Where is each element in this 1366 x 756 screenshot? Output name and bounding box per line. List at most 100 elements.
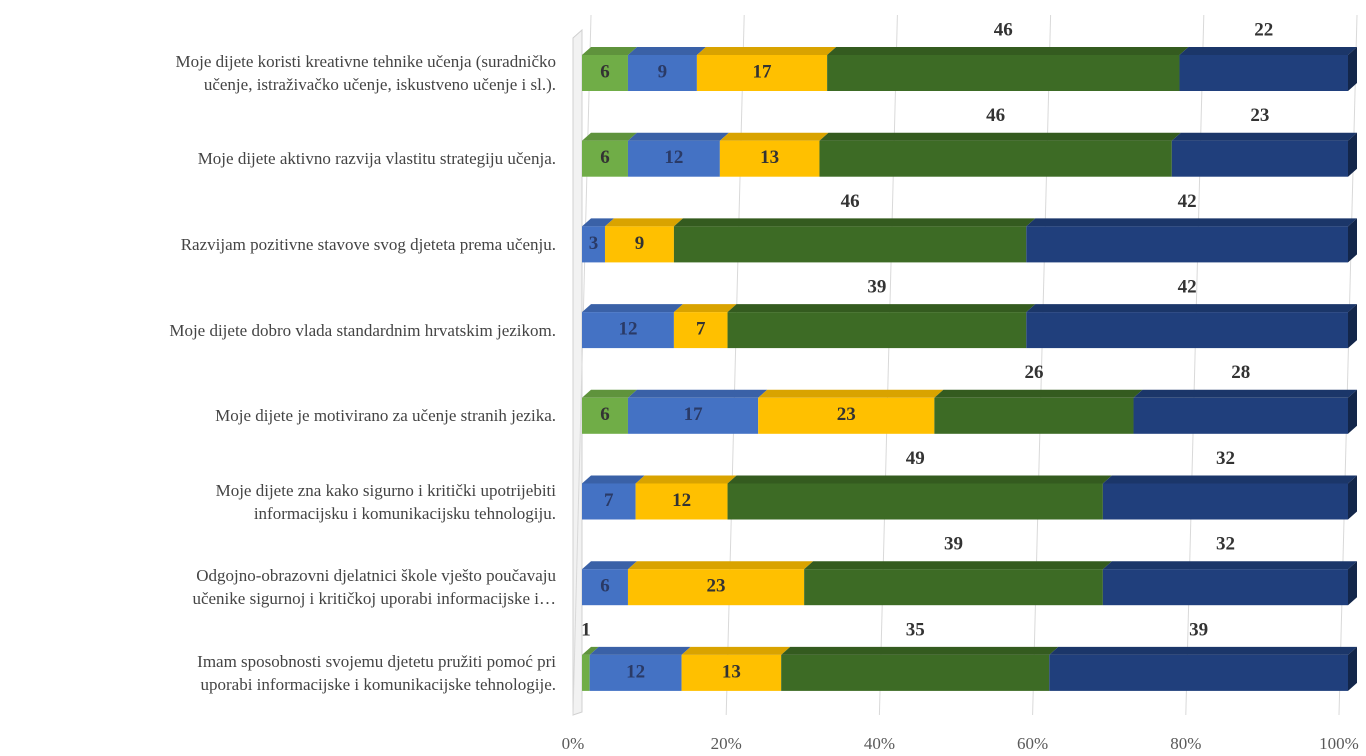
value-label: 3 xyxy=(589,233,599,254)
bar-top xyxy=(681,646,791,655)
bar xyxy=(627,140,720,177)
x-tick-label: 40% xyxy=(864,734,895,753)
bar-top xyxy=(627,132,729,141)
category-label: Moje dijete je motivirano za učenje stra… xyxy=(215,406,556,426)
bar xyxy=(582,654,590,691)
value-label: 17 xyxy=(753,61,773,82)
value-label: 46 xyxy=(841,191,860,212)
axis-wall xyxy=(572,28,583,716)
bar-top xyxy=(1102,561,1357,570)
grid-line xyxy=(725,14,745,716)
x-tick-label: 60% xyxy=(1017,734,1048,753)
bar xyxy=(804,569,1103,606)
value-label: 39 xyxy=(1189,619,1208,640)
bar xyxy=(727,483,1103,520)
value-label: 13 xyxy=(760,147,779,168)
bar xyxy=(1026,226,1348,263)
bar xyxy=(582,140,628,177)
bar-top xyxy=(582,304,683,313)
bar-top xyxy=(696,47,837,55)
category-label: Razvijam pozitivne stavove svog djeteta … xyxy=(180,234,556,254)
bar xyxy=(1179,55,1348,91)
bar xyxy=(582,569,628,606)
value-label: 9 xyxy=(635,233,645,254)
bar xyxy=(635,483,728,520)
value-label: 46 xyxy=(994,19,1013,40)
bar-side xyxy=(1348,47,1357,91)
value-label: 32 xyxy=(1216,448,1235,469)
bar xyxy=(589,654,682,691)
value-label: 42 xyxy=(1178,276,1197,297)
bar-top xyxy=(781,646,1059,655)
value-label: 6 xyxy=(600,576,610,597)
value-label: 1 xyxy=(581,619,591,640)
bar xyxy=(681,654,782,691)
bar-top xyxy=(1133,389,1357,398)
value-label: 9 xyxy=(658,61,668,82)
category-label: Imam sposobnosti svojemu djetetu pružiti… xyxy=(197,651,556,694)
category-label: Moje dijete zna kako sigurno i kritički … xyxy=(215,480,556,523)
bar-top xyxy=(673,304,737,313)
bar-side xyxy=(1348,475,1357,520)
x-tick-label: 100% xyxy=(1319,734,1359,753)
value-label: 39 xyxy=(867,276,886,297)
category-label: Moje dijete aktivno razvija vlastitu str… xyxy=(197,149,556,169)
bar-top xyxy=(627,561,814,570)
bar xyxy=(582,483,636,520)
bar-top xyxy=(819,132,1181,141)
bar xyxy=(827,55,1180,91)
value-label: 12 xyxy=(664,147,683,168)
bar-side xyxy=(1348,304,1357,349)
bar xyxy=(819,140,1172,177)
bar-top xyxy=(627,389,768,398)
bar-top xyxy=(673,218,1036,227)
bar xyxy=(781,654,1050,691)
value-label: 12 xyxy=(618,318,637,339)
bar-top xyxy=(1026,304,1357,313)
value-label: 42 xyxy=(1178,191,1197,212)
bar-top xyxy=(1102,475,1357,484)
value-label: 32 xyxy=(1216,534,1235,555)
bar xyxy=(1171,140,1348,177)
x-tick-label: 0% xyxy=(562,734,585,753)
value-label: 49 xyxy=(906,448,925,469)
bar-top xyxy=(1026,218,1357,227)
bar-top xyxy=(1171,132,1357,141)
bar xyxy=(719,140,820,177)
bar-top xyxy=(934,389,1143,398)
bar-side xyxy=(1348,389,1357,434)
bar-top xyxy=(582,561,637,570)
bar-top xyxy=(719,132,829,141)
x-tick-label: 20% xyxy=(711,734,742,753)
value-label: 22 xyxy=(1254,19,1273,40)
grid-line xyxy=(1338,14,1358,716)
bar-top xyxy=(582,132,637,141)
value-label: 17 xyxy=(684,404,704,425)
bar-top xyxy=(589,646,691,655)
bar-side xyxy=(1348,646,1357,691)
bar-top xyxy=(582,475,645,484)
bar xyxy=(934,397,1134,434)
bar xyxy=(673,226,1027,263)
bar xyxy=(604,226,674,263)
value-label: 35 xyxy=(906,619,925,640)
bar-top xyxy=(582,47,637,55)
bar xyxy=(627,55,697,91)
bar-top xyxy=(582,218,614,227)
category-label: Moje dijete koristi kreativne tehnike uč… xyxy=(175,52,556,94)
bar-side xyxy=(1348,218,1357,263)
bar-top xyxy=(1179,47,1357,55)
value-label: 13 xyxy=(722,661,741,682)
grid-line xyxy=(878,14,898,716)
bar xyxy=(582,397,628,434)
value-label: 12 xyxy=(672,490,691,511)
value-label: 28 xyxy=(1231,362,1250,383)
value-label: 6 xyxy=(600,61,610,82)
category-label: Moje dijete dobro vlada standardnim hrva… xyxy=(169,320,556,340)
bar xyxy=(696,55,828,91)
bar-side xyxy=(1348,132,1357,177)
value-label: 23 xyxy=(837,404,856,425)
bar-top xyxy=(804,561,1112,570)
value-label: 23 xyxy=(1250,105,1269,126)
bar-top xyxy=(635,475,737,484)
